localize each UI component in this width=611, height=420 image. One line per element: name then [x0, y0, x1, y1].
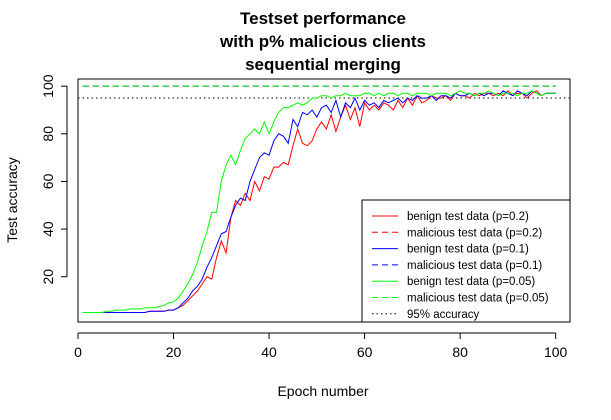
y-tick-label: 80 [40, 126, 56, 142]
legend-label-2: benign test data (p=0.1) [407, 244, 529, 256]
legend: benign test data (p=0.2) malicious test d… [361, 199, 571, 323]
series-group [82, 85, 556, 313]
legend-label-0: benign test data (p=0.2) [407, 211, 529, 223]
series-line-4 [82, 90, 556, 313]
y-tick-label: 20 [40, 269, 56, 285]
y-tick-label: 100 [40, 74, 56, 98]
y-tick-label: 60 [40, 173, 56, 189]
legend-label-5: malicious test data (p=0.05) [407, 293, 549, 305]
x-tick-label: 80 [452, 344, 468, 360]
x-tick-label: 40 [261, 344, 277, 360]
x-tick-label: 60 [357, 344, 373, 360]
legend-label-1: malicious test data (p=0.2) [407, 227, 542, 239]
chart-title-line-3: sequential merging [245, 55, 401, 74]
y-axis: 20 40 60 80 100 [40, 74, 68, 285]
legend-label-6: 95% accuracy [407, 309, 479, 321]
x-axis: 0 20 40 60 80 100 [74, 332, 568, 360]
x-tick-label: 0 [74, 344, 82, 360]
legend-label-4: benign test data (p=0.05) [407, 276, 535, 288]
chart-title: Testset performance with p% malicious cl… [219, 9, 426, 74]
legend-box [361, 199, 571, 323]
x-tick-label: 20 [166, 344, 182, 360]
x-axis-label: Epoch number [277, 383, 368, 399]
legend-label-3: malicious test data (p=0.1) [407, 260, 542, 272]
chart-title-line-2: with p% malicious clients [219, 32, 426, 51]
y-axis-label: Test accuracy [4, 157, 20, 243]
chart-title-line-1: Testset performance [240, 9, 406, 28]
y-tick-label: 40 [40, 221, 56, 237]
x-tick-label: 100 [544, 344, 568, 360]
